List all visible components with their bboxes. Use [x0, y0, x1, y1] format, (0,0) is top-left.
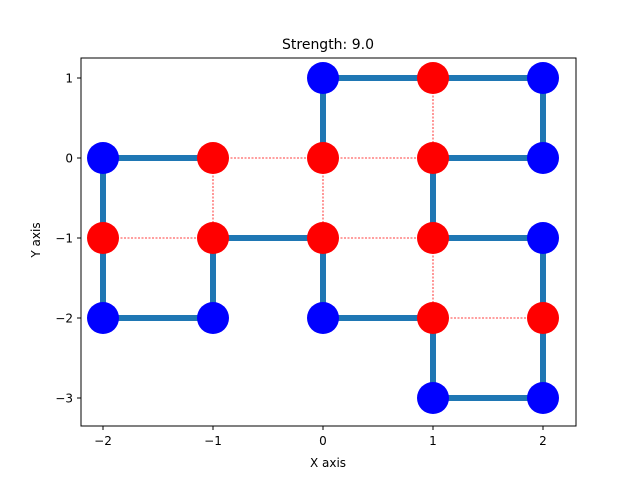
x-tick-label: −1	[204, 434, 222, 448]
y-axis-label: Y axis	[29, 222, 43, 258]
red-node	[87, 222, 119, 254]
red-node	[417, 302, 449, 334]
blue-node	[527, 222, 559, 254]
blue-node	[527, 62, 559, 94]
x-tick-label: 1	[429, 434, 437, 448]
y-tick-label: 0	[65, 152, 73, 166]
x-axis-label: X axis	[310, 456, 346, 470]
blue-node	[527, 382, 559, 414]
blue-node	[87, 302, 119, 334]
y-tick-label: −1	[55, 232, 73, 246]
red-node	[417, 62, 449, 94]
blue-node	[87, 142, 119, 174]
blue-node	[307, 62, 339, 94]
red-node	[417, 222, 449, 254]
red-node	[307, 222, 339, 254]
x-tick-label: −2	[94, 434, 112, 448]
y-tick-label: −3	[55, 392, 73, 406]
nodes-group	[87, 62, 559, 414]
blue-node	[197, 302, 229, 334]
x-tick-label: 0	[319, 434, 327, 448]
red-node	[197, 222, 229, 254]
chart-title: Strength: 9.0	[282, 37, 374, 53]
y-tick-label: −2	[55, 312, 73, 326]
red-node	[197, 142, 229, 174]
blue-node	[307, 302, 339, 334]
x-ticks-group: −2 −1 0 1 2	[94, 426, 547, 448]
blue-node	[527, 142, 559, 174]
y-ticks-group: 1 0 −1 −2 −3	[55, 72, 81, 406]
plot-frame	[80, 57, 577, 427]
red-node	[527, 302, 559, 334]
red-node	[417, 142, 449, 174]
y-tick-label: 1	[65, 72, 73, 86]
blue-node	[417, 382, 449, 414]
red-node	[307, 142, 339, 174]
x-tick-label: 2	[539, 434, 547, 448]
